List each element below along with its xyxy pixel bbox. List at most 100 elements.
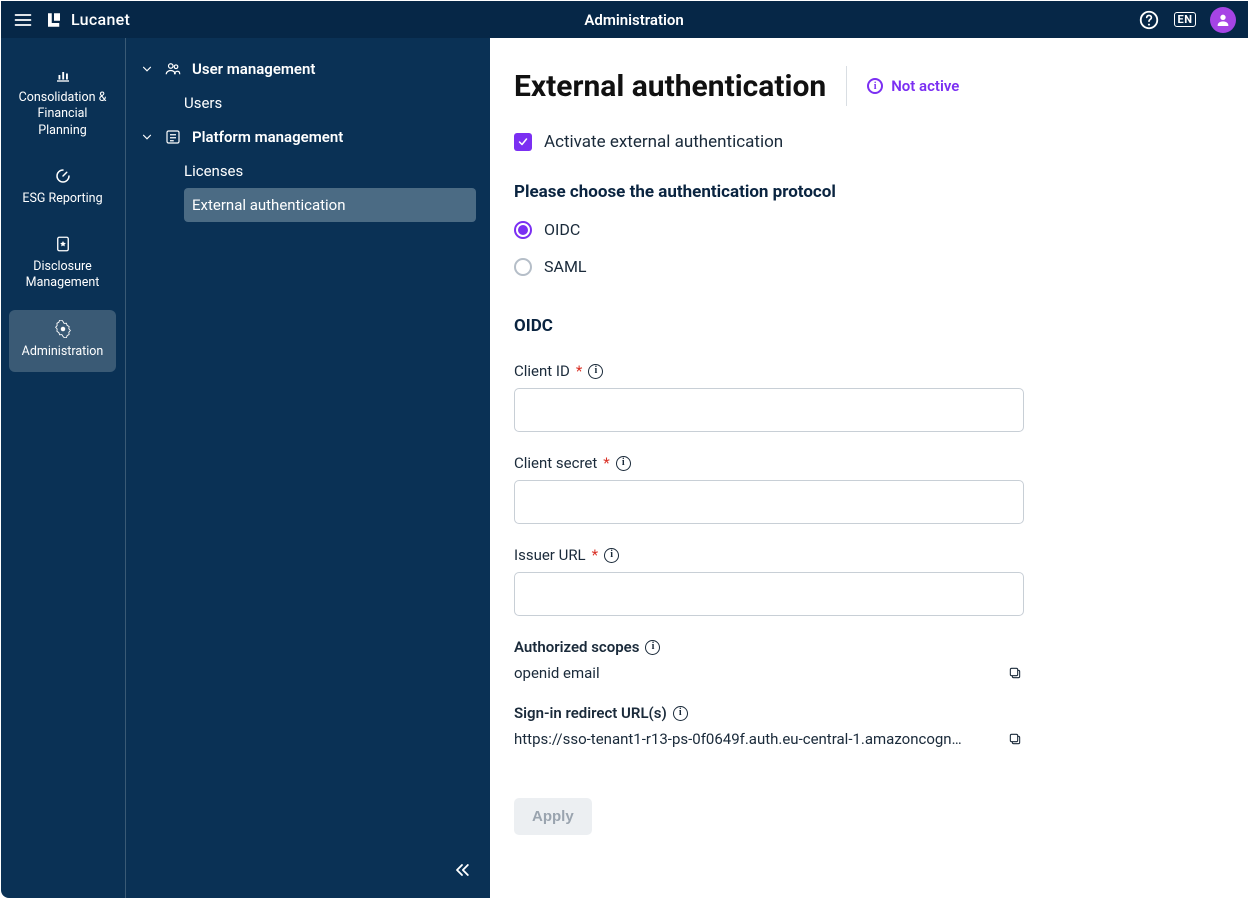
field-issuer-url: Issuer URL * i <box>514 546 1024 616</box>
page-context-title: Administration <box>130 11 1138 29</box>
field-redirect-urls: Sign-in redirect URL(s) i https://sso-te… <box>514 704 1024 748</box>
brand-logo-icon <box>45 11 63 29</box>
oidc-heading: OIDC <box>514 316 1024 336</box>
primary-nav-rail: Consolidation & Financial Planning ESG R… <box>1 38 125 898</box>
issuer-url-input[interactable] <box>514 572 1024 616</box>
radio-unselected-icon <box>514 258 532 276</box>
help-button[interactable] <box>1138 9 1160 31</box>
activate-checkbox-row[interactable]: Activate external authentication <box>514 132 1212 152</box>
apply-button[interactable]: Apply <box>514 798 592 835</box>
topbar-left: Lucanet <box>13 10 130 30</box>
rail-item-consolidation[interactable]: Consolidation & Financial Planning <box>9 56 116 151</box>
authorized-scopes-label-text: Authorized scopes <box>514 638 639 656</box>
issuer-url-label: Issuer URL * i <box>514 546 1024 564</box>
client-secret-label-text: Client secret <box>514 454 597 472</box>
radio-oidc[interactable]: OIDC <box>514 220 1212 239</box>
user-icon <box>1215 12 1231 28</box>
chevron-down-icon <box>140 62 154 76</box>
rail-item-disclosure[interactable]: Disclosure Management <box>9 225 116 304</box>
collapse-sidebar-button[interactable] <box>450 858 474 882</box>
info-icon[interactable]: i <box>604 548 619 563</box>
authorized-scopes-value-row: openid email <box>514 664 1024 682</box>
redirect-urls-value-row: https://sso-tenant1-r13-ps-0f0649f.auth.… <box>514 730 1024 748</box>
rail-item-label: ESG Reporting <box>22 191 102 207</box>
client-id-input[interactable] <box>514 388 1024 432</box>
copy-button[interactable] <box>1006 664 1024 682</box>
tree-item-users[interactable]: Users <box>126 86 490 120</box>
client-secret-label: Client secret * i <box>514 454 1024 472</box>
radio-saml-label: SAML <box>544 257 587 276</box>
rail-item-esg[interactable]: ESG Reporting <box>9 157 116 219</box>
field-authorized-scopes: Authorized scopes i openid email <box>514 638 1024 682</box>
protocol-section-title: Please choose the authentication protoco… <box>514 182 1212 202</box>
app-root: Lucanet Administration EN Consolidation … <box>0 0 1249 899</box>
info-icon[interactable]: i <box>673 706 688 721</box>
radio-oidc-label: OIDC <box>544 220 580 239</box>
brand-name: Lucanet <box>71 10 130 29</box>
help-icon <box>1138 9 1160 31</box>
gear-icon <box>54 320 72 338</box>
client-secret-input[interactable] <box>514 480 1024 524</box>
gauge-icon <box>54 167 72 185</box>
status-badge: Not active <box>867 77 959 95</box>
bar-chart-icon <box>54 66 72 84</box>
authorized-scopes-label: Authorized scopes i <box>514 638 1024 656</box>
client-id-label: Client ID * i <box>514 362 1024 380</box>
redirect-urls-label-text: Sign-in redirect URL(s) <box>514 704 667 722</box>
chevron-double-left-icon <box>452 860 472 880</box>
menu-toggle-button[interactable] <box>13 10 33 30</box>
info-icon[interactable]: i <box>645 640 660 655</box>
chevron-down-icon <box>140 130 154 144</box>
field-client-id: Client ID * i <box>514 362 1024 432</box>
tree-item-external-authentication[interactable]: External authentication <box>184 188 476 222</box>
language-badge: EN <box>1174 12 1197 27</box>
required-asterisk: * <box>603 454 609 472</box>
page-header: External authentication Not active <box>514 66 1212 106</box>
tree-item-licenses[interactable]: Licenses <box>126 154 490 188</box>
authorized-scopes-value: openid email <box>514 664 992 682</box>
copy-icon <box>1007 731 1023 747</box>
secondary-sidebar: User management Users Platform managemen… <box>125 38 490 898</box>
field-client-secret: Client secret * i <box>514 454 1024 524</box>
document-star-icon <box>54 235 72 253</box>
activate-checkbox-label: Activate external authentication <box>544 132 783 152</box>
checkbox-checked-icon[interactable] <box>514 133 532 151</box>
rail-item-label: Disclosure Management <box>17 259 108 292</box>
status-text: Not active <box>891 77 959 95</box>
redirect-urls-label: Sign-in redirect URL(s) i <box>514 704 1024 722</box>
tree-group-platform-management[interactable]: Platform management <box>126 120 490 154</box>
topbar-right: EN <box>1138 7 1236 33</box>
vertical-divider <box>846 66 847 106</box>
rail-item-label: Consolidation & Financial Planning <box>17 90 108 139</box>
tree-group-user-management[interactable]: User management <box>126 52 490 86</box>
list-settings-icon <box>164 128 182 146</box>
tree-item-label: Users <box>184 94 222 112</box>
client-id-label-text: Client ID <box>514 362 570 380</box>
tree-group-label: Platform management <box>192 128 343 146</box>
required-asterisk: * <box>592 546 598 564</box>
tree-item-label: External authentication <box>192 196 346 214</box>
copy-icon <box>1007 665 1023 681</box>
info-icon[interactable]: i <box>616 456 631 471</box>
rail-item-administration[interactable]: Administration <box>9 310 116 372</box>
tree-group-label: User management <box>192 60 315 78</box>
copy-button[interactable] <box>1006 730 1024 748</box>
topbar: Lucanet Administration EN <box>1 1 1248 38</box>
page-title: External authentication <box>514 69 826 104</box>
redirect-urls-value: https://sso-tenant1-r13-ps-0f0649f.auth.… <box>514 730 992 748</box>
radio-selected-icon <box>514 221 532 239</box>
info-icon[interactable]: i <box>588 364 603 379</box>
info-circle-icon <box>867 78 883 94</box>
rail-item-label: Administration <box>22 344 104 360</box>
issuer-url-label-text: Issuer URL <box>514 546 586 564</box>
main-content: External authentication Not active Activ… <box>490 38 1248 898</box>
brand: Lucanet <box>45 10 130 29</box>
users-icon <box>164 60 182 78</box>
user-avatar-button[interactable] <box>1210 7 1236 33</box>
tree-item-label: Licenses <box>184 162 243 180</box>
required-asterisk: * <box>576 362 582 380</box>
language-button[interactable]: EN <box>1174 9 1196 31</box>
body: Consolidation & Financial Planning ESG R… <box>1 38 1248 898</box>
hamburger-icon <box>13 10 33 30</box>
radio-saml[interactable]: SAML <box>514 257 1212 276</box>
